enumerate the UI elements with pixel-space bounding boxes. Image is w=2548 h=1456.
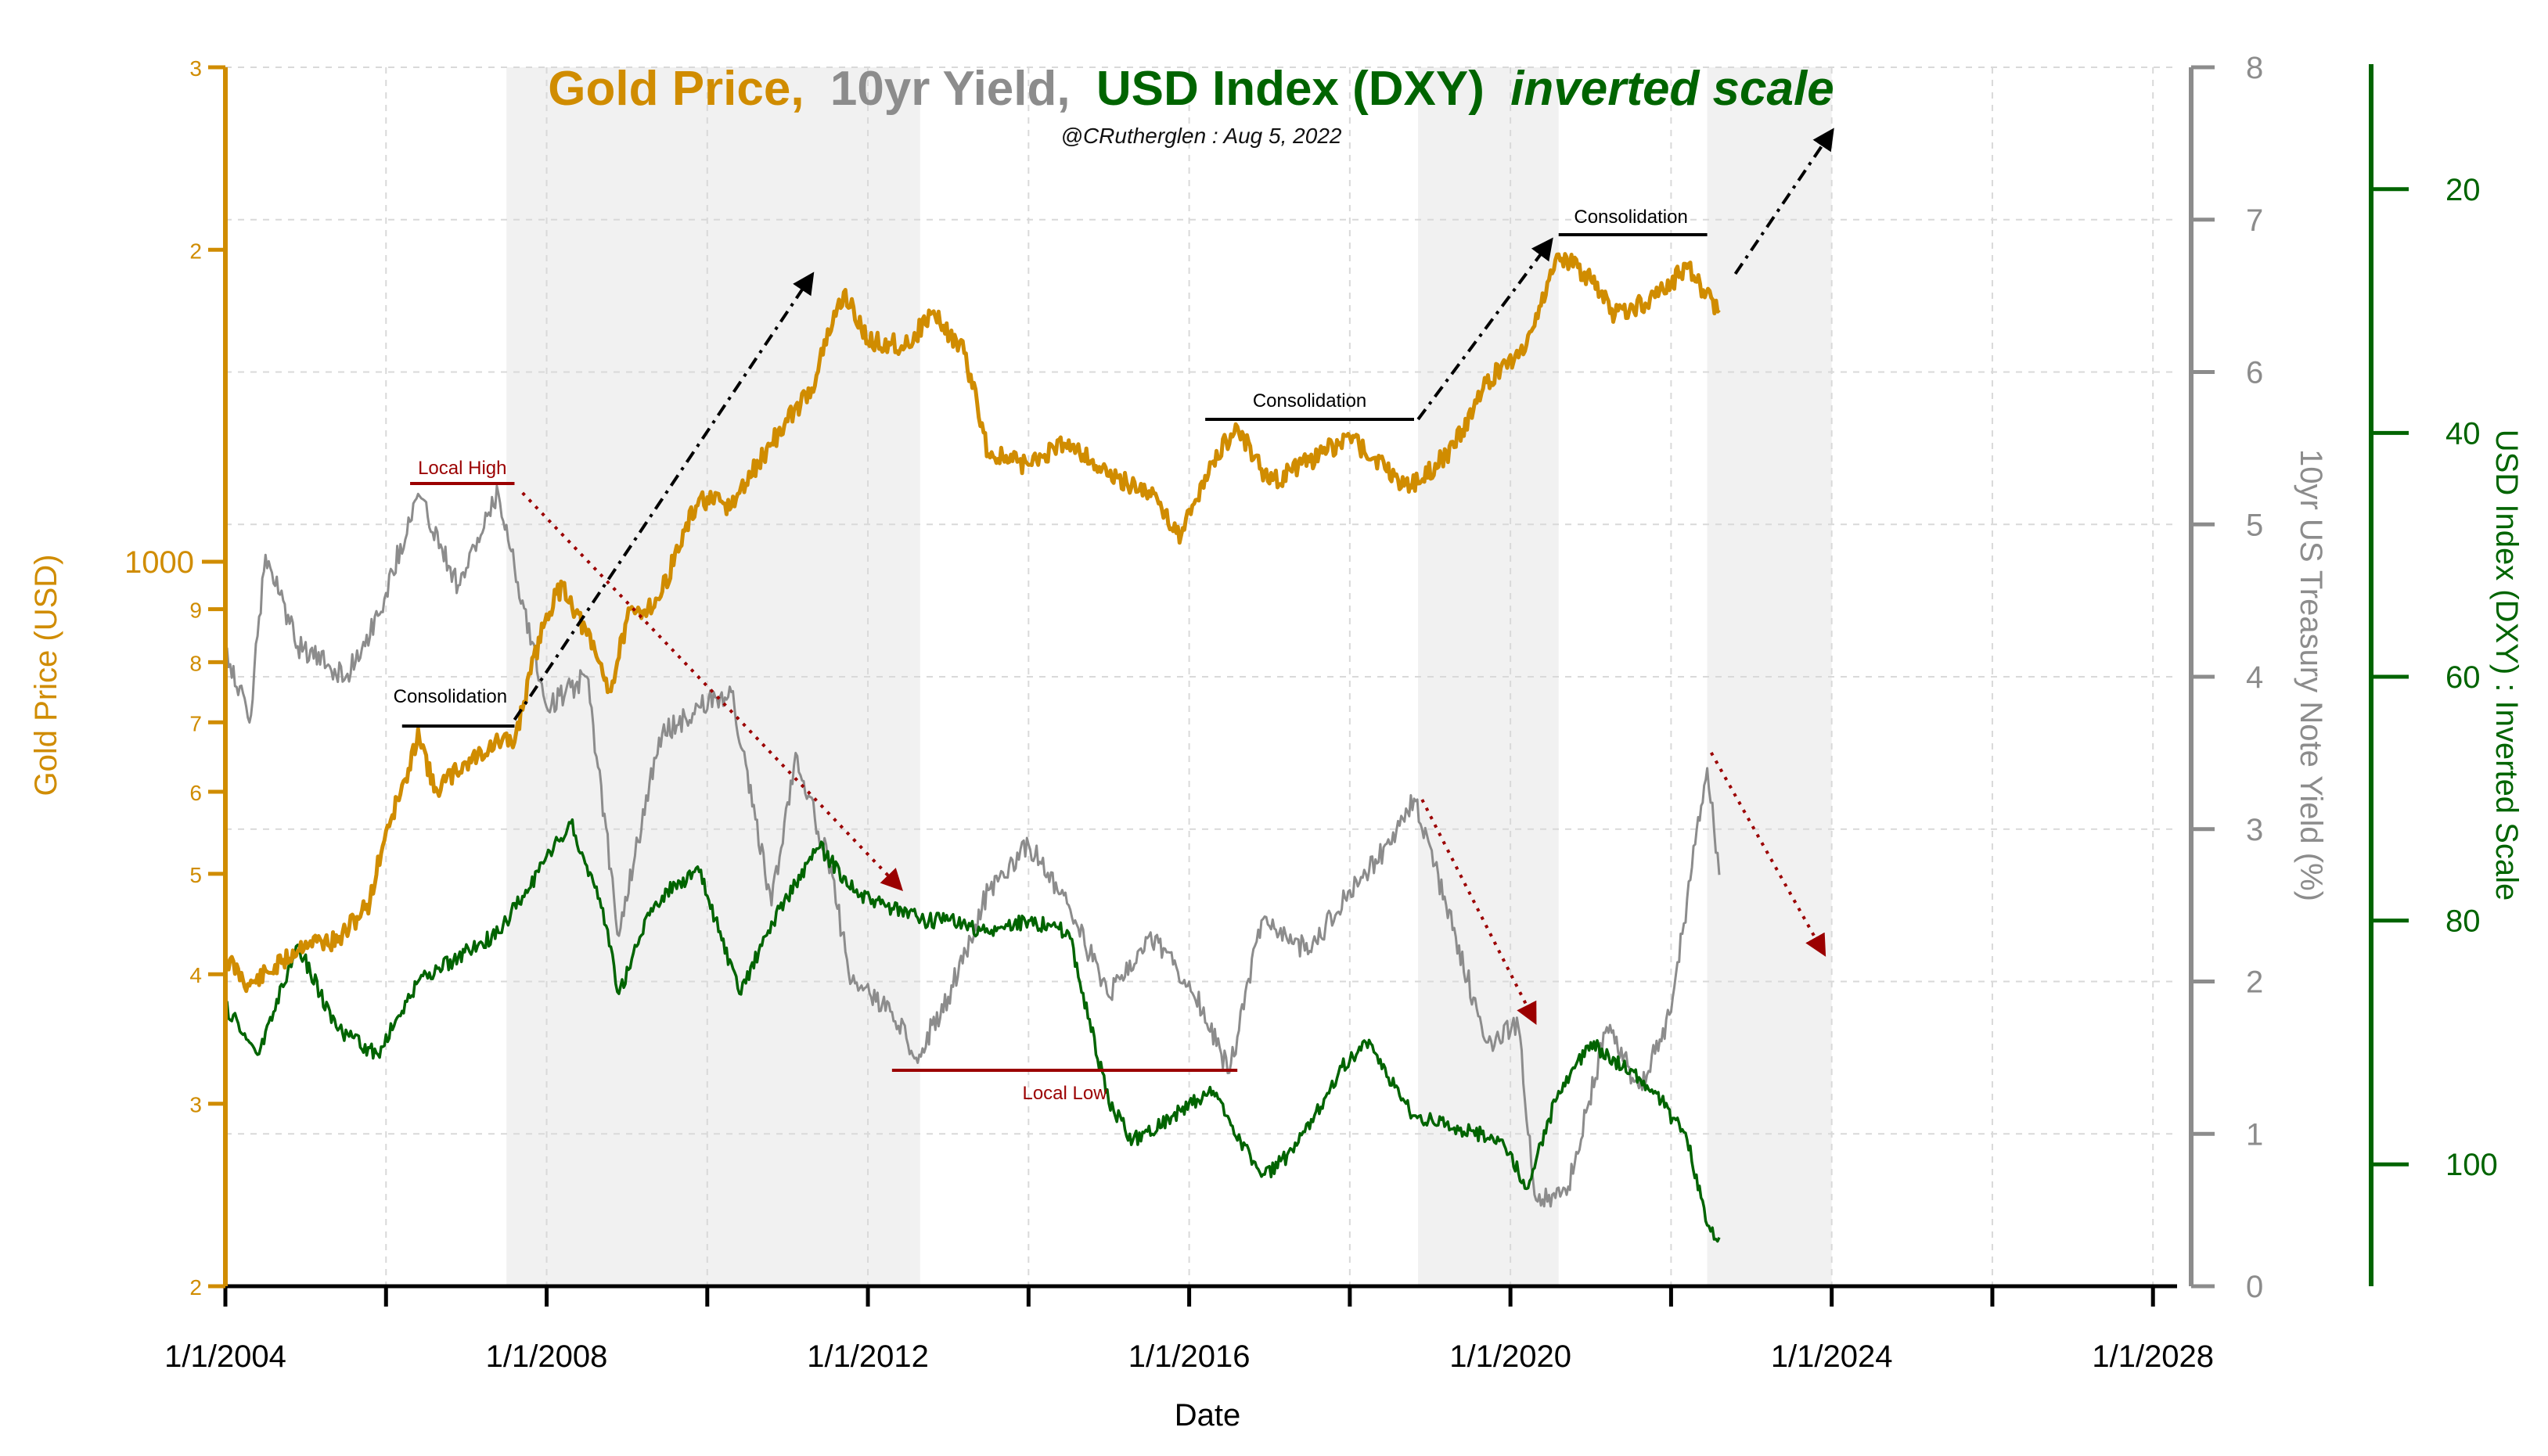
left-tick-label-5: 7 (189, 711, 202, 735)
title-dxy: USD Index (DXY) (1096, 62, 1485, 116)
chart-title: Gold Price, 10yr Yield, USD Index (DXY) … (548, 62, 1834, 116)
left-tick-label-1: 3 (189, 1093, 202, 1117)
x-tick-label-4: 1/1/2020 (1449, 1339, 1571, 1374)
axes: 1/1/2004 1/1/2008 1/1/2012 1/1/2016 1/1/2020… (29, 51, 2524, 1433)
left-tick-label-6: 8 (189, 651, 202, 675)
series-line-10yr-us-treasury-note-yield (224, 484, 1721, 1208)
left-tick-label-4: 6 (189, 781, 202, 805)
arrow-breakout-2 (1416, 237, 1553, 421)
right1-tick-label-1: 1 (2246, 1117, 2263, 1152)
series-line-gold-price (223, 252, 1721, 994)
shaded-regions (506, 67, 1832, 1286)
annotation-consolidation-1: Consolidation (394, 686, 507, 707)
series-line-usd-index-dxy- (224, 818, 1721, 1243)
right1-tick-label-6: 6 (2246, 356, 2263, 390)
x-tick-label-5: 1/1/2024 (1771, 1339, 1893, 1374)
left-tick-label-2: 4 (189, 963, 202, 987)
x-tick-label-2: 1/1/2012 (807, 1339, 929, 1374)
title-inverted: inverted scale (1510, 62, 1834, 116)
annotation-local-high: Local High (418, 458, 506, 479)
right2-tick-label-3: 80 (2445, 904, 2481, 939)
right1-tick-label-8: 8 (2246, 51, 2263, 85)
shaded-region-1 (1418, 67, 1559, 1286)
right1-axis-label: 10yr US Treasury Note Yield (%) (2294, 449, 2328, 901)
x-axis-label: Date (1175, 1398, 1241, 1433)
arrow-yield-drop-2022 (1709, 752, 1826, 957)
right1-tick-label-3: 3 (2246, 813, 2263, 847)
right2-tick-label-0: 20 (2445, 173, 2481, 207)
right1-tick-label-0: 0 (2246, 1270, 2263, 1304)
right1-tick-label-2: 2 (2246, 965, 2263, 1000)
right2-tick-label-1: 40 (2445, 416, 2481, 451)
annotation-local-low: Local Low (1022, 1083, 1107, 1104)
title-yield: 10yr Yield, (830, 62, 1071, 116)
arrow-breakout-1 (513, 271, 815, 721)
arrow-breakout-3 (1733, 128, 1834, 275)
series-lines (223, 252, 1721, 1243)
right2-tick-label-4: 100 (2445, 1148, 2498, 1182)
x-tick-label-1: 1/1/2008 (486, 1339, 608, 1374)
right1-tick-label-5: 5 (2246, 508, 2263, 542)
arrow-yield-drop-2019 (1420, 799, 1537, 1025)
right1-tick-label-4: 4 (2246, 660, 2263, 695)
title-gold: Gold Price, (548, 62, 804, 116)
grid (225, 67, 2177, 1286)
left-tick-label-9: 2 (189, 239, 202, 263)
x-tick-label-6: 1/1/2028 (2092, 1339, 2214, 1374)
x-tick-label-0: 1/1/2004 (164, 1339, 286, 1374)
left-tick-label-3: 5 (189, 863, 202, 887)
left-tick-label-10: 3 (189, 56, 202, 81)
right2-axis-label: USD Index (DXY) : Inverted Scale (2489, 430, 2524, 901)
left-axis-label: Gold Price (USD) (29, 555, 63, 796)
x-tick-label-3: 1/1/2016 (1128, 1339, 1251, 1374)
chart-subtitle: @CRutherglen : Aug 5, 2022 (1061, 124, 1342, 148)
left-tick-label-0: 2 (189, 1275, 202, 1300)
annotation-consolidation-2: Consolidation (1253, 390, 1366, 412)
shaded-region-0 (506, 67, 920, 1286)
arrow-local-high-down (521, 491, 903, 892)
right1-tick-label-7: 7 (2246, 203, 2263, 238)
annotation-consolidation-3: Consolidation (1574, 207, 1687, 228)
left-tick-label-7: 9 (189, 599, 202, 623)
annotations: Local High Local Low Consolidation Consolid… (394, 128, 1834, 1104)
right2-tick-label-2: 60 (2445, 660, 2481, 695)
left-tick-label-8: 1000 (124, 545, 194, 580)
